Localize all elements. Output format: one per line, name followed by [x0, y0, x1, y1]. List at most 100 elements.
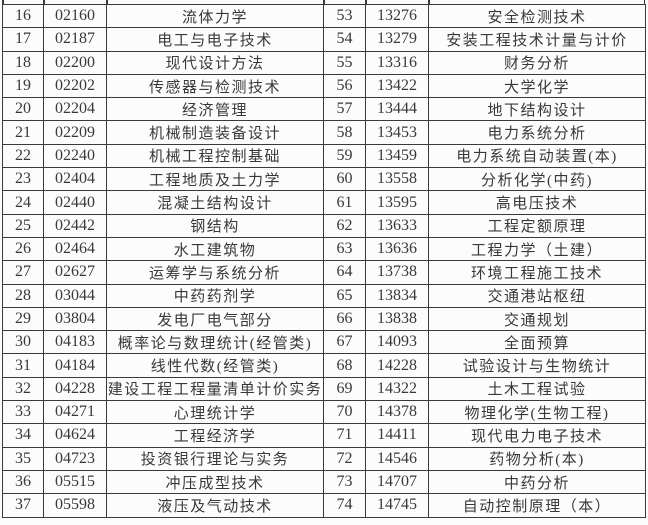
row-number-right: 57 [323, 97, 366, 122]
row-number-left: 37 [2, 493, 44, 518]
course-code-left: 02464 [43, 236, 107, 262]
row-number-left: 31 [2, 353, 44, 378]
course-code-left: 05515 [43, 469, 107, 495]
course-name-right: 中药分析 [428, 469, 646, 495]
row-number-right: 60 [323, 167, 366, 192]
course-code-right: 14707 [365, 469, 429, 495]
row-number-left: 22 [2, 143, 44, 169]
course-name-left: 心理统计学 [106, 400, 324, 425]
course-code-left: 04271 [43, 400, 107, 425]
row-number-left: 27 [2, 260, 44, 285]
table-row: 23 02404 工程地质及土力学 60 13558 分析化学(中药) [2, 167, 646, 192]
course-name-left: 电工与电子技术 [106, 27, 324, 52]
course-code-left: 04183 [43, 330, 107, 355]
course-code-right: 14093 [365, 330, 429, 355]
course-code-right: 13459 [365, 143, 429, 169]
row-number-left: 32 [2, 376, 44, 402]
row-number-right: 58 [323, 120, 366, 145]
course-name-right: 财务分析 [428, 50, 646, 75]
table-row: 17 02187 电工与电子技术 54 13279 安装工程技术计量与计价 [2, 27, 646, 52]
course-name-left: 现代设计方法 [106, 50, 324, 75]
course-code-right: 13636 [365, 236, 429, 262]
row-number-right: 71 [323, 423, 366, 448]
course-code-right: 13422 [365, 73, 429, 99]
course-name-left: 液压及气动技术 [106, 493, 324, 518]
course-code-left: 02204 [43, 97, 107, 122]
course-name-left: 水工建筑物 [106, 236, 324, 262]
table-row: 20 02204 经济管理 57 13444 地下结构设计 [2, 97, 646, 122]
table-row: 25 02442 钢结构 62 13633 工程定额原理 [2, 213, 646, 238]
course-name-left: 混凝土结构设计 [106, 190, 324, 215]
course-code-left: 02442 [43, 213, 107, 238]
course-name-left: 建设工程工程量清单计价实务 [106, 376, 324, 402]
course-name-right: 大学化学 [428, 73, 646, 99]
row-number-right: 54 [323, 27, 366, 52]
row-number-left: 30 [2, 330, 44, 355]
course-name-right: 工程定额原理 [428, 213, 646, 238]
row-number-right: 74 [323, 493, 366, 518]
row-number-left: 16 [2, 3, 44, 29]
row-number-right: 72 [323, 446, 366, 471]
table-row: 35 04723 投资银行理论与实务 72 14546 药物分析(本) [2, 446, 646, 471]
row-number-left: 17 [2, 27, 44, 52]
course-name-left: 工程经济学 [106, 423, 324, 448]
course-code-right: 14546 [365, 446, 429, 471]
table-top-stub [43, 0, 45, 5]
course-code-right: 13453 [365, 120, 429, 145]
course-name-right: 药物分析(本) [428, 446, 646, 471]
row-number-right: 66 [323, 306, 366, 332]
course-code-left: 02240 [43, 143, 107, 169]
table-row: 37 05598 液压及气动技术 74 14745 自动控制原理（本） [2, 493, 646, 518]
table-row: 19 02202 传感器与检测技术 56 13422 大学化学 [2, 73, 646, 99]
course-name-right: 交通规划 [428, 306, 646, 332]
course-code-right: 14745 [365, 493, 429, 518]
row-number-left: 19 [2, 73, 44, 99]
course-code-right: 13834 [365, 283, 429, 308]
course-name-left: 投资银行理论与实务 [106, 446, 324, 471]
table-top-stub [365, 0, 367, 5]
table-row: 16 02160 流体力学 53 13276 安全检测技术 [2, 3, 646, 29]
course-code-right: 13276 [365, 3, 429, 29]
row-number-right: 55 [323, 50, 366, 75]
table-top-stub [323, 0, 325, 5]
course-name-right: 地下结构设计 [428, 97, 646, 122]
course-code-left: 04184 [43, 353, 107, 378]
row-number-left: 36 [2, 469, 44, 495]
course-name-right: 全面预算 [428, 330, 646, 355]
course-name-right: 环境工程施工技术 [428, 260, 646, 285]
table-row: 36 05515 冲压成型技术 73 14707 中药分析 [2, 469, 646, 495]
course-name-left: 运筹学与系统分析 [106, 260, 324, 285]
table-row: 21 02209 机械制造装备设计 58 13453 电力系统分析 [2, 120, 646, 145]
course-code-right: 13738 [365, 260, 429, 285]
course-name-right: 工程力学（土建） [428, 236, 646, 262]
course-code-right: 13595 [365, 190, 429, 215]
course-code-left: 02627 [43, 260, 107, 285]
course-code-right: 14411 [365, 423, 429, 448]
row-number-right: 59 [323, 143, 366, 169]
course-name-left: 工程地质及土力学 [106, 167, 324, 192]
course-name-left: 线性代数(经管类) [106, 353, 324, 378]
table-top-stub [106, 0, 108, 5]
course-code-right: 14378 [365, 400, 429, 425]
table-row: 27 02627 运筹学与系统分析 64 13738 环境工程施工技术 [2, 260, 646, 285]
row-number-left: 34 [2, 423, 44, 448]
course-table: 16 02160 流体力学 53 13276 安全检测技术 17 02187 电… [2, 3, 646, 518]
course-name-left: 概率论与数理统计(经管类) [106, 330, 324, 355]
course-code-left: 03044 [43, 283, 107, 308]
row-number-right: 56 [323, 73, 366, 99]
course-code-right: 14228 [365, 353, 429, 378]
course-name-right: 现代电力电子技术 [428, 423, 646, 448]
row-number-right: 65 [323, 283, 366, 308]
row-number-right: 69 [323, 376, 366, 402]
course-code-left: 04723 [43, 446, 107, 471]
table-row: 33 04271 心理统计学 70 14378 物理化学(生物工程) [2, 400, 646, 425]
course-name-right: 分析化学(中药) [428, 167, 646, 192]
course-code-left: 02440 [43, 190, 107, 215]
row-number-left: 23 [2, 167, 44, 192]
table-row: 28 03044 中药药剂学 65 13834 交通港站枢纽 [2, 283, 646, 308]
course-name-left: 流体力学 [106, 3, 324, 29]
course-name-right: 安装工程技术计量与计价 [428, 27, 646, 52]
row-number-right: 63 [323, 236, 366, 262]
course-code-left: 02202 [43, 73, 107, 99]
course-code-left: 02404 [43, 167, 107, 192]
